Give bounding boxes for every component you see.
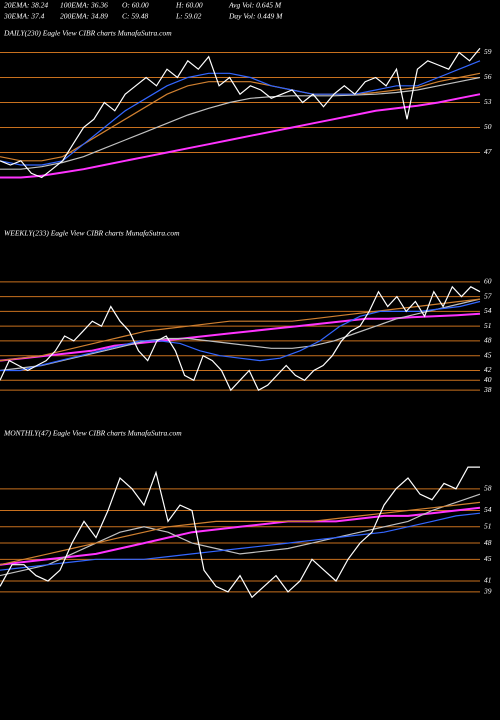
header-stat: H: 60.00	[175, 1, 203, 10]
y-tick-label: 41	[484, 576, 492, 585]
y-tick-label: 53	[484, 97, 492, 106]
panel-title: MONTHLY(47) Eagle View CIBR charts Munaf…	[3, 429, 182, 438]
y-tick-label: 39	[483, 587, 492, 596]
price-line	[0, 493, 481, 577]
price-line	[0, 300, 481, 372]
y-tick-label: 57	[484, 291, 492, 300]
price-line	[0, 298, 481, 372]
y-tick-label: 45	[484, 350, 492, 359]
y-tick-label: 51	[484, 521, 492, 530]
header-stat: 200EMA: 34.89	[60, 12, 108, 21]
y-tick-label: 45	[484, 554, 492, 563]
price-line	[0, 298, 481, 362]
panel-title: DAILY(230) Eagle View CIBR charts Munafa…	[3, 29, 172, 38]
price-line	[0, 512, 481, 571]
y-tick-label: 59	[484, 47, 492, 56]
y-tick-label: 48	[484, 538, 492, 547]
y-tick-label: 60	[484, 277, 492, 286]
header-stat: L: 59.02	[175, 12, 202, 21]
y-tick-label: 51	[484, 321, 492, 330]
header-stat: 30EMA: 37.4	[3, 12, 45, 21]
y-tick-label: 47	[484, 147, 492, 156]
y-tick-label: 48	[484, 336, 492, 345]
header-stat: Avg Vol: 0.645 M	[228, 1, 282, 10]
price-line	[0, 506, 481, 566]
y-tick-label: 50	[484, 122, 492, 131]
y-tick-label: 58	[484, 484, 492, 493]
price-line	[0, 76, 481, 170]
panel-title: WEEKLY(233) Eagle View CIBR charts Munaf…	[4, 229, 180, 238]
y-tick-label: 54	[484, 505, 492, 514]
header-stat: O: 60.00	[122, 1, 149, 10]
header-stat: 20EMA: 38.24	[4, 1, 48, 10]
y-tick-label: 56	[484, 72, 492, 81]
y-tick-label: 38	[483, 385, 492, 394]
price-line	[0, 285, 481, 392]
header-stat: Day Vol: 0.449 M	[228, 12, 283, 21]
price-line	[0, 47, 481, 179]
y-tick-label: 42	[484, 365, 492, 374]
price-line	[0, 93, 481, 179]
price-line	[0, 501, 481, 566]
y-tick-label: 40	[484, 375, 492, 384]
header-stat: 100EMA: 36.36	[60, 1, 108, 10]
y-tick-label: 54	[484, 306, 492, 315]
price-line	[0, 466, 480, 599]
header-stat: C: 59.48	[122, 12, 149, 21]
